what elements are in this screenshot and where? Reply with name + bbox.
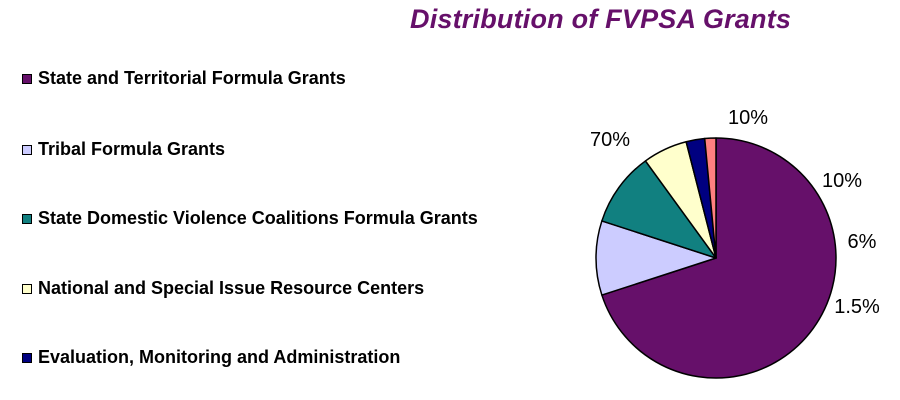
legend-item-tribal: Tribal Formula Grants xyxy=(22,139,225,160)
legend-label-tribal: Tribal Formula Grants xyxy=(38,139,226,159)
slice-label-state-territorial: 70% xyxy=(590,129,630,151)
slice-label-other: 1.5% xyxy=(834,296,880,318)
slice-label-coalitions: 10% xyxy=(822,170,862,192)
pie-slice-other xyxy=(703,137,717,259)
pie-slice-tribal xyxy=(595,220,717,296)
pie-slice-coalitions xyxy=(601,160,717,259)
legend-item-evaluation: Evaluation, Monitoring and Administratio… xyxy=(22,347,400,368)
legend-swatch-evaluation xyxy=(22,352,32,363)
chart-title: Distribution of FVPSA Grants xyxy=(410,4,792,34)
legend-label-coalitions: State Domestic Violence Coalitions Formu… xyxy=(38,208,478,228)
pie-slice-state-territorial xyxy=(601,137,837,379)
legend-swatch-coalitions xyxy=(22,213,32,224)
slice-label-tribal: 10% xyxy=(728,107,768,129)
legend-swatch-tribal xyxy=(22,144,32,155)
legend-swatch-resource-centers xyxy=(22,283,32,294)
legend-item-resource-centers: National and Special Issue Resource Cent… xyxy=(22,278,424,299)
legend-label-evaluation: Evaluation, Monitoring and Administratio… xyxy=(38,347,401,367)
legend-item-coalitions: State Domestic Violence Coalitions Formu… xyxy=(22,208,478,229)
legend-item-state-territorial: State and Territorial Formula Grants xyxy=(22,68,346,89)
slice-label-resource-centers: 6% xyxy=(848,231,877,253)
legend-label-state-territorial: State and Territorial Formula Grants xyxy=(38,68,346,88)
legend-label-resource-centers: National and Special Issue Resource Cent… xyxy=(38,278,425,298)
legend-swatch-state-territorial xyxy=(22,73,32,84)
